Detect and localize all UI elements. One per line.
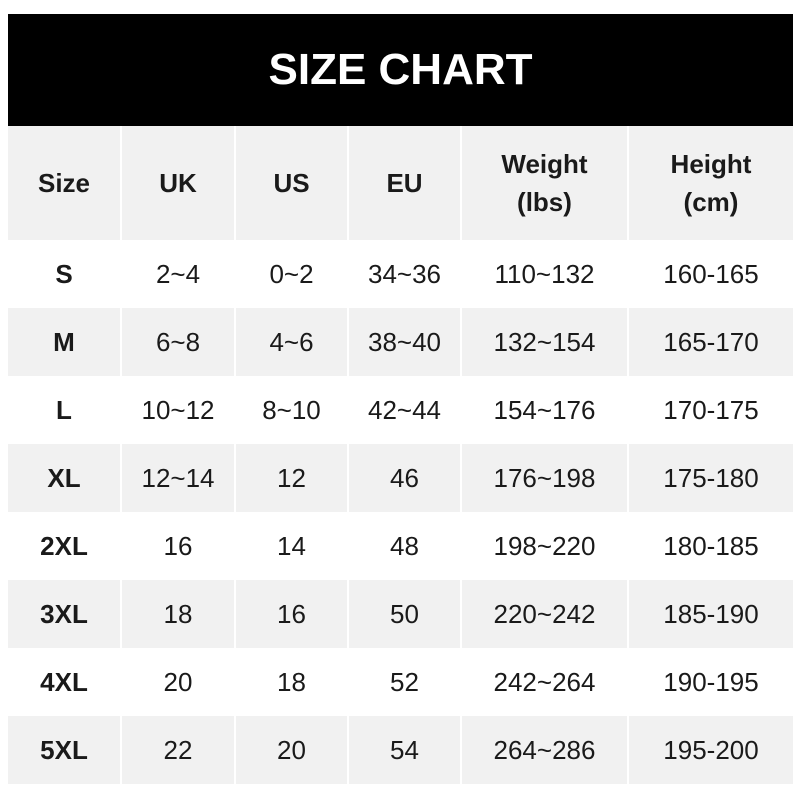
table-cell: 54 <box>347 716 461 784</box>
table-cell: 0~2 <box>234 240 348 308</box>
table-cell: 198~220 <box>460 512 628 580</box>
table-cell: 46 <box>347 444 461 512</box>
table-cell: 20 <box>234 716 348 784</box>
table-cell: 175-180 <box>627 444 793 512</box>
column-header: Size <box>8 126 121 240</box>
column-header: UK <box>120 126 235 240</box>
table-row: XL 12~14 12 46 176~198 175-180 <box>8 444 793 512</box>
table-cell: 12~14 <box>120 444 235 512</box>
size-cell: L <box>56 394 72 425</box>
table-cell: 220~242 <box>460 580 628 648</box>
table-row: 2XL 16 14 48 198~220 180-185 <box>8 512 793 580</box>
header-label: (lbs) <box>517 187 572 217</box>
table-cell: 16 <box>234 580 348 648</box>
table-cell: 110~132 <box>460 240 628 308</box>
table-cell: 14 <box>234 512 348 580</box>
header-row: Size UK US EU Weight (lbs) Height (cm) <box>8 126 793 240</box>
table-cell: 160-165 <box>627 240 793 308</box>
table-cell: 52 <box>347 648 461 716</box>
table-cell: 48 <box>347 512 461 580</box>
header-label: Size <box>37 168 91 198</box>
table-cell: 10~12 <box>120 376 235 444</box>
table-cell: 242~264 <box>460 648 628 716</box>
table-cell: 176~198 <box>460 444 628 512</box>
header-label: (cm) <box>683 187 739 217</box>
table-cell: 8~10 <box>234 376 348 444</box>
table-cell: 38~40 <box>347 308 461 376</box>
header-label: Weight <box>501 149 588 179</box>
table-cell: 264~286 <box>460 716 628 784</box>
size-cell: M <box>8 308 121 376</box>
table-cell: 34~36 <box>347 240 461 308</box>
table-cell: 185-190 <box>627 580 793 648</box>
column-header: US <box>234 126 348 240</box>
size-cell: XL <box>8 444 121 512</box>
column-header: Weight (lbs) <box>460 126 628 240</box>
size-cell: 4XL <box>40 666 88 697</box>
table-cell: 22 <box>120 716 235 784</box>
size-chart-table: Size UK US EU Weight (lbs) Height (cm) S 2~4 0~2 3… <box>8 126 793 784</box>
header-label: UK <box>159 168 197 198</box>
table-row: S 2~4 0~2 34~36 110~132 160-165 <box>8 240 793 308</box>
table-cell: 18 <box>234 648 348 716</box>
size-cell: 5XL <box>8 716 121 784</box>
table-cell: 16 <box>120 512 235 580</box>
table-cell: 6~8 <box>120 308 235 376</box>
table-cell: 165-170 <box>627 308 793 376</box>
page-title: SIZE CHART <box>8 14 793 126</box>
table-cell: 2~4 <box>120 240 235 308</box>
table-cell: 195-200 <box>627 716 793 784</box>
table-cell: 18 <box>120 580 235 648</box>
table-row: 3XL 18 16 50 220~242 185-190 <box>8 580 793 648</box>
table-cell: 170-175 <box>627 376 793 444</box>
header-label: EU <box>386 168 423 198</box>
table-cell: 132~154 <box>460 308 628 376</box>
table-cell: 50 <box>347 580 461 648</box>
table-cell: 190-195 <box>627 648 793 716</box>
header-label: US <box>273 168 310 198</box>
size-cell: S <box>55 258 73 289</box>
table-cell: 180-185 <box>627 512 793 580</box>
table-row: 5XL 22 20 54 264~286 195-200 <box>8 716 793 784</box>
table-row: L 10~12 8~10 42~44 154~176 170-175 <box>8 376 793 444</box>
header-label: Height <box>670 149 752 179</box>
table-cell: 12 <box>234 444 348 512</box>
column-header: Height (cm) <box>627 126 793 240</box>
table-row: M 6~8 4~6 38~40 132~154 165-170 <box>8 308 793 376</box>
table-cell: 42~44 <box>347 376 461 444</box>
column-header: EU <box>347 126 461 240</box>
table-cell: 4~6 <box>234 308 348 376</box>
table-row: 4XL 20 18 52 242~264 190-195 <box>8 648 793 716</box>
size-cell: 3XL <box>8 580 121 648</box>
size-cell: 2XL <box>40 530 88 561</box>
table-cell: 154~176 <box>460 376 628 444</box>
table-cell: 20 <box>120 648 235 716</box>
